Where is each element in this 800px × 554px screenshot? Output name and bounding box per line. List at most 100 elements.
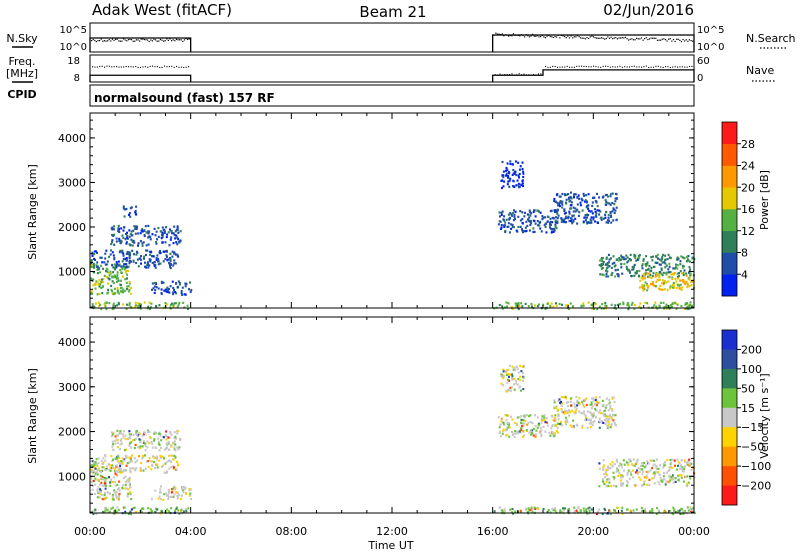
data-cell bbox=[572, 220, 575, 223]
data-cell bbox=[97, 457, 100, 460]
data-cell bbox=[110, 284, 113, 288]
data-cell bbox=[178, 446, 181, 449]
data-cell bbox=[170, 236, 173, 239]
data-cell bbox=[92, 262, 95, 265]
data-cell bbox=[170, 230, 173, 233]
data-cell bbox=[665, 264, 668, 267]
nsearch-point bbox=[573, 36, 575, 38]
data-cell bbox=[124, 469, 127, 472]
data-cell bbox=[632, 458, 635, 461]
data-cell bbox=[129, 456, 132, 459]
data-cell bbox=[558, 398, 561, 401]
nsearch-point bbox=[642, 39, 644, 41]
data-cell bbox=[607, 409, 610, 412]
data-cell bbox=[508, 373, 510, 376]
data-cell bbox=[631, 463, 634, 466]
data-cell bbox=[119, 471, 122, 474]
nave-point bbox=[101, 65, 103, 67]
data-cell bbox=[649, 510, 652, 513]
data-cell bbox=[661, 261, 664, 264]
data-cell bbox=[111, 280, 114, 283]
data-cell bbox=[575, 404, 578, 407]
data-cell bbox=[113, 258, 116, 261]
data-cell bbox=[135, 304, 137, 307]
data-cell bbox=[610, 257, 612, 260]
data-cell bbox=[508, 426, 511, 429]
data-cell bbox=[156, 508, 159, 511]
data-cell bbox=[611, 409, 614, 412]
nave-point bbox=[183, 66, 185, 69]
nave-point bbox=[578, 65, 580, 67]
data-cell bbox=[603, 409, 606, 412]
nave-point bbox=[135, 65, 137, 68]
data-cell bbox=[661, 257, 663, 260]
data-cell bbox=[99, 477, 102, 480]
data-cell bbox=[595, 416, 597, 419]
data-cell bbox=[139, 232, 142, 235]
data-cell bbox=[115, 510, 118, 513]
data-cell bbox=[167, 496, 170, 499]
data-cell bbox=[551, 221, 554, 224]
data-cell bbox=[677, 277, 680, 280]
nave-point bbox=[156, 66, 158, 68]
data-cell bbox=[565, 397, 568, 400]
data-cell bbox=[562, 396, 565, 399]
data-cell bbox=[635, 461, 638, 464]
data-cell bbox=[131, 460, 133, 463]
data-cell bbox=[530, 302, 533, 306]
data-cell bbox=[560, 404, 563, 407]
data-cell bbox=[541, 419, 544, 422]
data-cell bbox=[96, 496, 99, 499]
data-cell bbox=[130, 433, 132, 436]
data-cell bbox=[111, 445, 114, 448]
data-cell bbox=[658, 263, 661, 266]
data-cell bbox=[643, 277, 646, 280]
data-cell bbox=[621, 512, 624, 515]
data-cell bbox=[591, 303, 594, 306]
data-cell bbox=[664, 271, 667, 275]
data-cell bbox=[614, 209, 617, 212]
data-cell bbox=[645, 474, 648, 477]
data-cell bbox=[543, 414, 546, 417]
nsearch-point bbox=[541, 34, 543, 37]
data-cell bbox=[104, 304, 107, 308]
nsearch-point bbox=[134, 40, 136, 42]
data-cell bbox=[94, 461, 97, 464]
data-cell bbox=[671, 276, 674, 279]
data-cell bbox=[106, 263, 109, 266]
nave-point bbox=[691, 65, 693, 67]
nave-point bbox=[147, 66, 149, 68]
data-cell bbox=[666, 304, 669, 307]
nave-point bbox=[641, 66, 643, 68]
data-cell bbox=[615, 197, 618, 200]
data-cell bbox=[587, 301, 590, 304]
nave-point bbox=[547, 66, 549, 68]
data-cell bbox=[158, 495, 161, 498]
date-title: 02/Jun/2016 bbox=[603, 1, 694, 19]
nave-point bbox=[660, 66, 662, 68]
data-cell bbox=[133, 241, 136, 244]
data-cell bbox=[129, 510, 132, 513]
data-cell bbox=[555, 302, 557, 305]
data-cell bbox=[617, 274, 620, 277]
data-cell bbox=[104, 509, 107, 512]
nsearch-point bbox=[528, 36, 531, 38]
data-cell bbox=[90, 464, 92, 467]
data-cell bbox=[670, 304, 672, 307]
data-cell bbox=[684, 465, 686, 468]
data-cell bbox=[533, 209, 536, 212]
data-cell bbox=[672, 506, 675, 509]
nsearch-point bbox=[100, 38, 102, 40]
data-cell bbox=[126, 480, 129, 483]
nsearch-point bbox=[519, 35, 521, 37]
data-cell bbox=[128, 229, 131, 232]
data-cell bbox=[542, 425, 545, 428]
data-cell bbox=[667, 271, 670, 274]
data-cell bbox=[667, 469, 670, 472]
data-cell bbox=[123, 506, 126, 509]
data-cell bbox=[505, 369, 508, 373]
data-cell bbox=[521, 229, 524, 232]
data-cell bbox=[159, 456, 162, 459]
data-cell bbox=[116, 289, 119, 292]
data-cell bbox=[177, 238, 180, 241]
